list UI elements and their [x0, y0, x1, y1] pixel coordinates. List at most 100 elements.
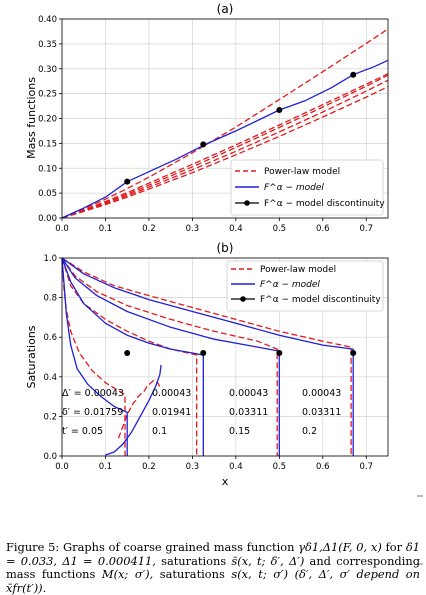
discontinuity-point-3: [276, 107, 283, 114]
f-model-curve-7: [61, 257, 204, 456]
panel-b-label: (b): [217, 241, 234, 255]
discontinuity-point-1: [124, 178, 131, 185]
caption-math-s: s(x, t; σ′): [231, 567, 289, 582]
y-tick-label: 0.2: [43, 412, 57, 422]
panel-b-discontinuity-markers: [124, 350, 357, 357]
panel-b-series: [61, 257, 354, 456]
y-tick-label: 0.10: [38, 164, 57, 174]
panel-a-y-ticks: 0.00 0.05 0.10 0.15 0.20 0.25 0.30 0.35 0.40: [38, 15, 62, 224]
discontinuity-point-2: [200, 141, 207, 148]
panel-b-plot-frame: [61, 257, 389, 457]
x-tick-label: 0.2: [142, 462, 156, 472]
power-law-curve-2: [61, 257, 198, 456]
legend-label-power-law: Power-law model: [260, 265, 336, 275]
panel-a-chart: 0.0 0.1 0.2 0.3 0.4 0.5 0.6 0.7 0.00 0.05 0.10 0.1…: [25, 15, 389, 234]
f-model-curve-9: [61, 257, 354, 456]
annotation-row-delta: δ′ = 0.01759: [62, 407, 123, 418]
caption-math-gamma: γδ1,Δ1(F, 0, x): [298, 540, 382, 554]
panel-b-x-ticks: 0.0 0.1 0.2 0.3 0.4 0.5 0.6 0.7: [55, 456, 373, 472]
x-tick-label: 0.0: [55, 462, 69, 472]
legend-label-discontinuity: F^α − model discontinuity: [264, 199, 385, 209]
y-tick-label: 0.6: [43, 333, 57, 343]
y-tick-label: 0.0: [43, 452, 57, 462]
discontinuity-point-4: [350, 71, 357, 78]
y-tick-label: 0.35: [38, 40, 57, 50]
panel-b-chart: 0.0 0.1 0.2 0.3 0.4 0.5 0.6 0.7 0.0 0.2 0.4 0.6 0.8…: [25, 254, 389, 488]
discontinuity-point-2: [200, 350, 207, 357]
panel-b-y-axis-label: Saturations: [25, 325, 38, 388]
annotation-col1-delta-cap: 0.00043: [152, 388, 191, 399]
y-tick-label: 0.15: [38, 139, 57, 149]
page-edge-mark: [417, 563, 423, 565]
y-tick-label: 0.30: [38, 65, 57, 75]
x-tick-label: 0.5: [273, 462, 287, 472]
panel-a-y-axis-label: Mass functions: [25, 77, 38, 159]
panel-b-y-ticks: 0.0 0.2 0.4 0.6 0.8 1.0: [43, 254, 62, 462]
power-law-curve-5: [117, 380, 161, 439]
f-model-curve-6: [61, 59, 389, 219]
y-tick-label: 0.20: [38, 115, 57, 125]
x-tick-label: 0.3: [186, 462, 200, 472]
x-tick-label: 0.3: [186, 224, 200, 234]
x-tick-label: 0.1: [99, 224, 113, 234]
x-tick-label: 0.6: [316, 224, 330, 234]
panel-a-legend-box: [230, 159, 384, 216]
power-law-curve-4: [61, 86, 389, 219]
panel-a-x-ticks: 0.0 0.1 0.2 0.3 0.4 0.5 0.6 0.7: [55, 218, 373, 234]
power-law-curve-4: [61, 257, 352, 456]
annotation-col3-delta-cap: 0.00043: [302, 388, 341, 399]
panel-b-legend: Power-law model F^α − model F^α − model …: [226, 260, 384, 312]
discontinuity-point-3: [276, 350, 283, 357]
y-tick-label: 0.40: [38, 15, 57, 25]
f-model-curve-8: [61, 257, 280, 456]
legend-label-power-law: Power-law model: [264, 167, 340, 177]
x-tick-label: 0.4: [229, 224, 243, 234]
y-tick-label: 0.05: [38, 189, 57, 199]
caption-math-dependence: (δ′, Δ′, σ′ depend on x̄fr(t′)).: [6, 567, 420, 595]
panel-a-legend: Power-law model F^α − model F^α − model …: [230, 159, 385, 216]
caption-text: for: [385, 540, 403, 554]
x-tick-label: 0.0: [55, 224, 69, 234]
panel-b-x-axis-label: x: [222, 475, 229, 488]
page-edge-mark: [417, 495, 423, 497]
x-tick-label: 0.5: [273, 224, 287, 234]
annotation-col1-t: 0.1: [152, 426, 167, 437]
legend-label-discontinuity: F^α − model discontinuity: [260, 295, 381, 305]
legend-label-f-model: F^α − model: [260, 280, 320, 290]
panel-b-annotations: Δ′ = 0.00043 δ′ = 0.01759 t′ = 0.05 0.00…: [62, 388, 341, 437]
legend-marker-discontinuity: [240, 296, 246, 302]
x-tick-label: 0.1: [99, 462, 113, 472]
annotation-col1-delta: 0.01941: [152, 407, 191, 418]
panel-a-series: [61, 28, 389, 219]
annotation-row-t: t′ = 0.05: [62, 426, 103, 437]
power-law-curve-5: [61, 74, 389, 219]
caption-label: Figure 5:: [6, 540, 60, 554]
caption-text: Graphs of coarse grained mass function: [63, 540, 295, 554]
caption-math-sbar: s̄(x, t; δ′, Δ′): [231, 553, 305, 568]
legend-label-f-model: F^α − model: [264, 183, 324, 193]
y-tick-label: 0.00: [38, 214, 57, 224]
caption-math-mass: M(x; σ′),: [101, 567, 154, 582]
figure-canvas: (a) 0.0 0.1 0.2 0.3 0.4 0.5 0.6 0.7 0.00 0.05 0.1…: [25, 2, 389, 488]
annotation-col3-delta: 0.03311: [302, 407, 341, 418]
x-tick-label: 0.2: [142, 224, 156, 234]
discontinuity-point-1: [124, 350, 131, 357]
x-tick-label: 0.7: [360, 224, 374, 234]
panel-b-legend-box: [226, 260, 384, 312]
x-tick-label: 0.7: [360, 462, 374, 472]
power-law-curve-3: [61, 257, 278, 456]
panel-a-label: (a): [217, 2, 234, 16]
panel-a-discontinuity-markers: [124, 71, 357, 185]
f-model-curve-6: [61, 257, 128, 456]
y-tick-label: 1.0: [43, 254, 57, 264]
power-law-curve-1: [61, 79, 389, 219]
power-law-curve-1: [61, 257, 126, 456]
caption-text: saturations: [161, 553, 227, 568]
x-tick-label: 0.4: [229, 462, 243, 472]
discontinuity-point-4: [350, 350, 357, 357]
figure-caption: Figure 5: Graphs of coarse grained mass …: [6, 540, 420, 595]
power-law-curve-3: [61, 73, 389, 219]
annotation-col2-delta-cap: 0.00043: [229, 388, 268, 399]
x-tick-label: 0.6: [316, 462, 330, 472]
f-model-curve-10: [105, 364, 162, 456]
